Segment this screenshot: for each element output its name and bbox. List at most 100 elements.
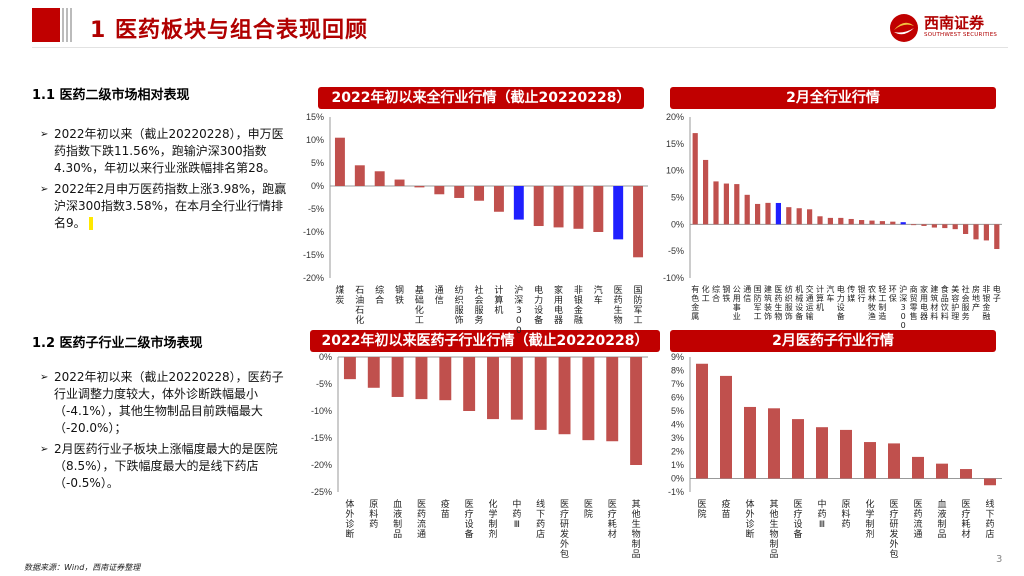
bar — [692, 133, 698, 225]
x-tick-label: 医疗设备 — [465, 499, 474, 540]
x-tick-label: 原料药 — [369, 499, 378, 530]
x-tick-label: 社会服务 — [962, 284, 970, 321]
bar — [374, 171, 385, 186]
bar — [848, 218, 854, 225]
y-tick-label: -15% — [303, 250, 324, 260]
y-tick-label: -5% — [308, 204, 324, 214]
bar — [553, 186, 564, 228]
x-tick-label: 社会服务 — [475, 284, 484, 326]
bar — [755, 203, 761, 225]
chart-title-4: 2月医药子行业行情 — [670, 330, 996, 352]
x-tick-label: 家用电器 — [554, 284, 563, 326]
bar — [582, 357, 595, 441]
bullet-text: 2月医药行业子板块上涨幅度最大的是医院（8.5%），下跌幅度最大的是线下药店（-… — [54, 442, 278, 490]
bar — [434, 186, 445, 195]
x-tick-label: 有色金属 — [691, 284, 699, 321]
bar — [768, 408, 780, 479]
y-tick-label: 0% — [671, 474, 684, 484]
bar — [713, 181, 719, 225]
bar — [463, 357, 476, 411]
x-tick-label: 医药流通 — [417, 499, 426, 540]
x-tick-label: 疫苗 — [721, 498, 730, 520]
y-tick-label: -20% — [303, 273, 324, 283]
y-tick-label: 8% — [671, 366, 684, 376]
bar — [487, 357, 499, 420]
y-tick-label: 0% — [319, 352, 332, 362]
y-tick-label: 0% — [311, 181, 324, 191]
bar — [786, 207, 792, 225]
bar — [817, 216, 823, 225]
bar — [367, 357, 380, 388]
bar — [534, 357, 547, 430]
bar — [942, 224, 948, 229]
x-tick-label: 线下药店 — [536, 498, 545, 540]
x-tick-label: 化工 — [702, 284, 710, 303]
x-tick-label: 非银金融 — [574, 284, 583, 326]
x-tick-label: 原料药 — [841, 499, 850, 530]
x-tick-label: 国防军工 — [634, 285, 643, 326]
header-red-block — [32, 8, 60, 42]
bar — [633, 186, 644, 258]
company-logo: 西南证券 SOUTHWEST SECURITIES — [888, 10, 1008, 46]
y-tick-label: -5% — [668, 246, 684, 256]
y-tick-label: 2% — [671, 447, 684, 457]
x-tick-label: 纺织服饰 — [785, 284, 793, 321]
y-tick-label: 6% — [671, 393, 684, 403]
bullet-arrow-icon: ➢ — [40, 184, 49, 195]
bar — [493, 186, 504, 212]
x-tick-label: 电力设备 — [837, 284, 845, 321]
bar — [983, 224, 989, 241]
x-tick-label: 食品饮料 — [941, 284, 949, 321]
chart-title-2: 2月全行业行情 — [670, 87, 996, 109]
x-tick-label: 医药流通 — [913, 499, 922, 540]
y-tick-label: -5% — [316, 379, 332, 389]
x-tick-label: 中药 Ⅲ — [512, 498, 521, 530]
x-tick-label: 医疗耗材 — [608, 499, 617, 540]
logo-subtext: SOUTHWEST SECURITIES — [924, 32, 998, 38]
bar — [439, 357, 452, 401]
y-tick-label: 15% — [306, 112, 324, 122]
chart-title-1: 2022年初以来全行业行情（截止20220228） — [318, 87, 644, 109]
bar — [900, 222, 906, 225]
bar — [343, 357, 356, 380]
y-tick-label: -25% — [311, 487, 332, 497]
bar — [391, 357, 404, 397]
x-tick-label: 钢铁 — [722, 284, 730, 303]
x-tick-label: 血液制品 — [393, 498, 402, 540]
logo-text: 西南证券 — [924, 14, 985, 32]
x-tick-label: 沪深 3 0 0 — [899, 284, 907, 330]
header-stripes — [62, 8, 74, 42]
bar — [838, 217, 844, 225]
bullet-item: ➢ 2022年初以来（截止20220228），医药子行业调整力度较大，体外诊断跌幅… — [40, 369, 292, 437]
bullet-text: 2022年初以来（截止20220228），申万医药指数下跌11.56%，跑输沪深… — [54, 127, 284, 175]
x-tick-label: 公用事业 — [733, 285, 741, 321]
bar — [936, 463, 948, 479]
bullet-item: ➢ 2月医药行业子板块上涨幅度最大的是医院（8.5%），下跌幅度最大的是线下药店（… — [40, 441, 292, 492]
x-tick-label: 其他生物制品 — [632, 499, 641, 560]
bar — [869, 220, 875, 225]
bar — [613, 186, 624, 240]
x-tick-label: 房地产 — [972, 284, 980, 312]
bar — [973, 224, 979, 240]
x-tick-label: 传媒 — [847, 284, 855, 303]
bar — [931, 224, 937, 228]
x-tick-label: 建筑材料 — [930, 284, 938, 321]
x-tick-label: 商贸零售 — [910, 284, 918, 321]
x-tick-label: 计算机 — [494, 284, 503, 316]
bar — [890, 221, 896, 225]
x-tick-label: 通信 — [435, 285, 444, 306]
x-tick-label: 医疗研发外包 — [889, 499, 898, 560]
y-tick-label: -1% — [668, 487, 684, 497]
y-tick-label: -10% — [303, 227, 324, 237]
y-tick-label: 7% — [671, 379, 684, 389]
bar — [734, 184, 740, 225]
x-tick-label: 综合 — [712, 284, 720, 303]
bar — [703, 159, 709, 225]
bar — [796, 208, 802, 225]
header-bar: 1 医药板块与组合表现回顾 西南证券 SOUTHWEST SECURITIES — [0, 0, 1024, 52]
x-tick-label: 其他生物制品 — [769, 499, 778, 560]
bar — [573, 186, 584, 229]
bar — [840, 429, 852, 479]
bullet-item: ➢ 2022年2月申万医药指数上涨3.98%，跑赢沪深300指数3.58%，在本月… — [40, 181, 292, 232]
bar — [921, 224, 927, 226]
